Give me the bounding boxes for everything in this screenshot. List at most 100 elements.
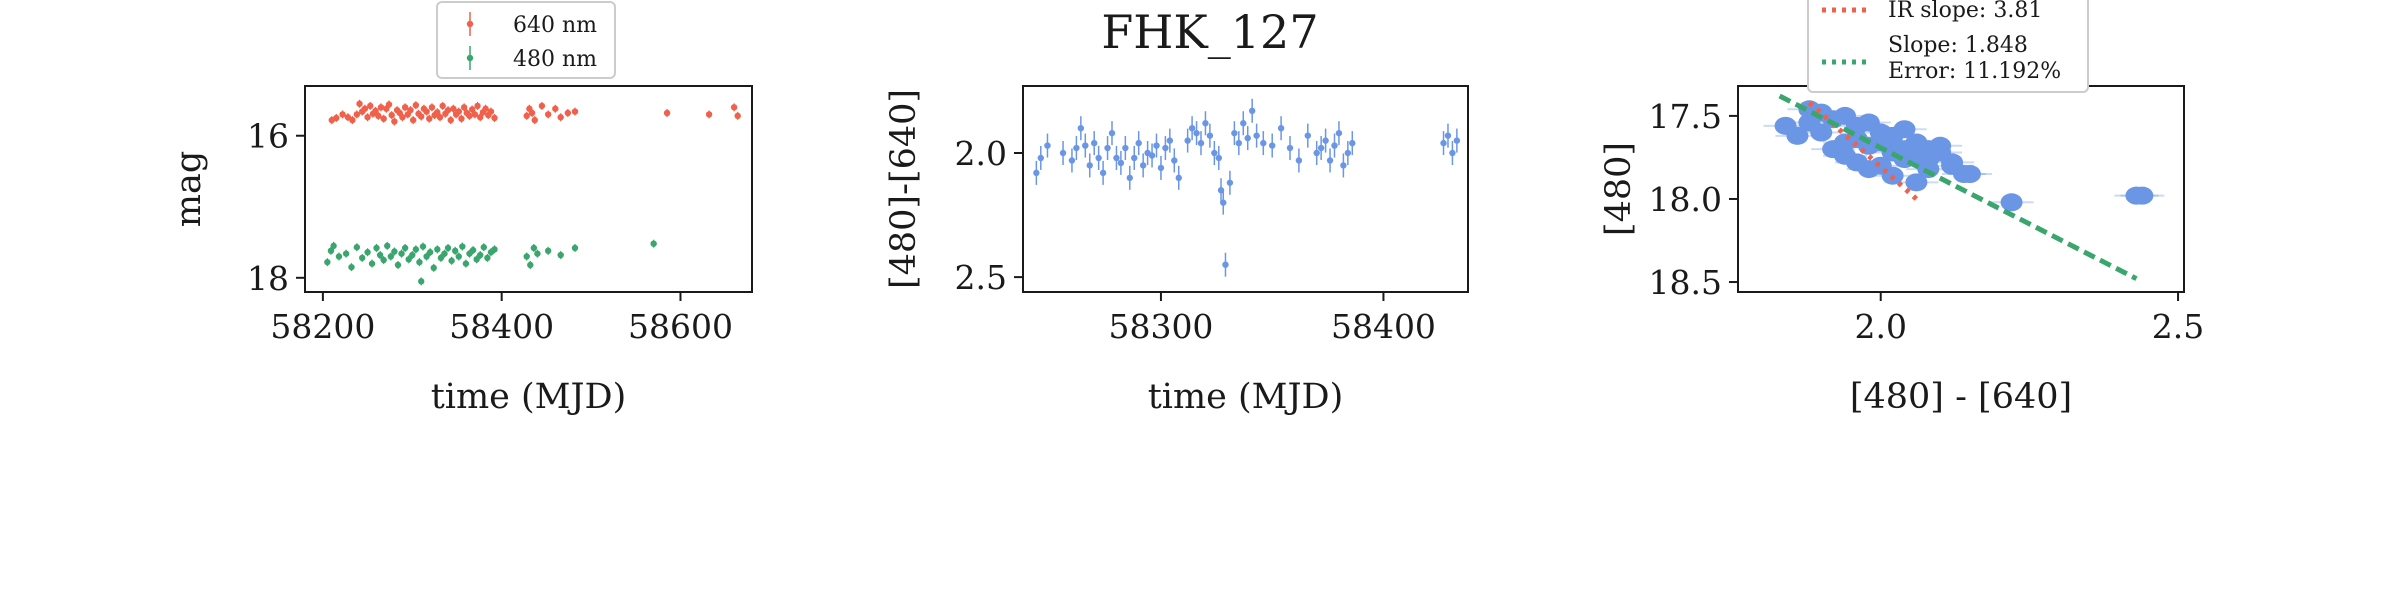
data-point xyxy=(409,251,416,259)
panel-lightcurve: 58200 58400 58600 16 18 time (MJD) mag 640 nm 48… xyxy=(169,1,753,417)
data-point xyxy=(437,254,445,262)
data-point xyxy=(491,246,498,253)
legend-box xyxy=(1807,0,2089,93)
data-point xyxy=(1834,146,1857,165)
x-tick-label: 2.5 xyxy=(2152,307,2204,346)
data-point xyxy=(423,108,430,115)
y-tick-label: 18.5 xyxy=(1649,263,1722,302)
data-point xyxy=(356,100,363,107)
data-point xyxy=(330,242,337,250)
data-point xyxy=(423,253,430,260)
x-axis-label: time (MJD) xyxy=(431,377,627,417)
data-point xyxy=(1295,157,1303,164)
data-point xyxy=(450,105,457,112)
data-point xyxy=(538,102,546,110)
data-point xyxy=(1139,162,1147,169)
data-point xyxy=(455,108,462,115)
data-point xyxy=(333,114,340,122)
data-point xyxy=(1260,139,1267,147)
data-point xyxy=(544,111,552,118)
x-tick-label: 2.0 xyxy=(1854,307,1906,346)
data-point xyxy=(1126,174,1134,182)
data-point xyxy=(462,260,470,267)
data-point xyxy=(401,244,409,252)
data-point xyxy=(2131,186,2154,205)
data-point xyxy=(650,240,657,247)
data-point xyxy=(412,101,420,109)
data-point xyxy=(1091,139,1098,147)
data-point xyxy=(373,244,380,252)
legend-label: IR slope: 3.81 xyxy=(1888,0,2042,23)
data-point xyxy=(480,244,487,251)
data-point xyxy=(418,278,425,285)
data-point xyxy=(1033,169,1040,177)
data-point xyxy=(469,246,477,254)
data-point xyxy=(409,116,417,124)
data-point xyxy=(385,101,393,108)
x-tick-label: 58200 xyxy=(270,307,375,346)
data-point xyxy=(387,253,395,260)
data-point xyxy=(1108,129,1116,137)
data-point xyxy=(416,258,423,266)
data-point xyxy=(428,104,436,111)
data-point xyxy=(401,104,409,111)
data-point xyxy=(1082,142,1089,149)
data-point xyxy=(377,104,385,111)
data-point xyxy=(368,260,376,267)
data-point xyxy=(342,250,350,257)
data-point xyxy=(407,106,414,114)
data-point xyxy=(361,105,369,112)
data-point xyxy=(466,112,473,120)
data-point xyxy=(1211,149,1218,157)
data-point xyxy=(564,109,572,117)
data-point xyxy=(523,253,530,260)
data-point xyxy=(1786,126,1809,145)
data-point xyxy=(523,112,530,120)
data-point xyxy=(1148,152,1156,159)
data-point xyxy=(1326,157,1334,164)
data-point xyxy=(1135,139,1142,147)
data-point xyxy=(1231,129,1238,137)
data-point xyxy=(364,249,371,256)
data-point xyxy=(1059,149,1067,157)
data-point xyxy=(436,114,444,121)
x-tick-label: 58400 xyxy=(449,307,554,346)
data-point xyxy=(1215,154,1223,162)
data-point xyxy=(1104,144,1111,152)
ir-slope-line xyxy=(1807,100,1919,201)
y-tick-label: 18 xyxy=(247,259,289,298)
data-point xyxy=(1444,132,1452,139)
data-point xyxy=(1175,174,1182,182)
data-point xyxy=(1893,140,1916,159)
data-point xyxy=(1095,154,1102,162)
data-point xyxy=(426,115,433,122)
data-point xyxy=(663,109,671,117)
data-point xyxy=(1099,169,1107,177)
data-point xyxy=(458,115,465,122)
data-point xyxy=(482,105,489,112)
data-point xyxy=(399,114,406,121)
data-points xyxy=(1763,100,2165,212)
data-point xyxy=(418,113,425,120)
data-point xyxy=(544,247,552,254)
panel-colorcurve: 58300 58400 2.0 2.5 time (MJD) [480]-[640] xyxy=(884,85,1469,417)
data-point xyxy=(327,247,335,254)
data-point xyxy=(491,114,498,122)
data-point xyxy=(384,242,391,250)
data-point xyxy=(349,116,356,124)
data-point xyxy=(398,250,405,257)
data-point xyxy=(441,250,448,257)
data-point xyxy=(1184,137,1191,144)
data-point xyxy=(528,109,536,117)
data-point xyxy=(364,114,371,121)
data-point xyxy=(1905,173,1928,192)
data-point xyxy=(1322,137,1329,144)
legend-marker xyxy=(466,20,474,28)
data-point xyxy=(448,257,455,264)
data-point xyxy=(1166,137,1174,144)
data-point xyxy=(426,249,434,256)
data-point xyxy=(474,102,481,110)
y-tick-label: 18.0 xyxy=(1649,180,1722,219)
data-point xyxy=(388,111,395,119)
data-point xyxy=(473,256,480,263)
